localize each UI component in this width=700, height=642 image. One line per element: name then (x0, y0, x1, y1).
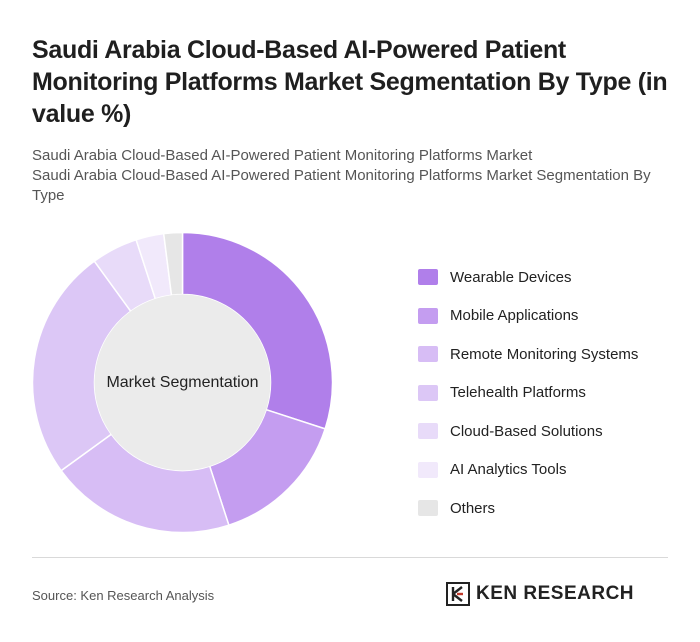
subtitle-line-2: Saudi Arabia Cloud-Based AI-Powered Pati… (32, 166, 672, 206)
legend-swatch (418, 423, 438, 439)
chart-legend: Wearable Devices Mobile Applications Remot… (418, 258, 638, 528)
ken-research-logo: KEN RESEARCH (446, 582, 634, 606)
legend-item-ai-analytics-tools: AI Analytics Tools (418, 451, 638, 490)
legend-swatch (418, 500, 438, 516)
legend-label: Wearable Devices (450, 269, 571, 286)
legend-label: AI Analytics Tools (450, 461, 566, 478)
logo-text: KEN RESEARCH (476, 583, 634, 605)
legend-swatch (418, 269, 438, 285)
legend-item-telehealth-platforms: Telehealth Platforms (418, 374, 638, 413)
legend-swatch (418, 462, 438, 478)
legend-item-cloud-based-solutions: Cloud-Based Solutions (418, 412, 638, 451)
source-note: Source: Ken Research Analysis (32, 588, 214, 603)
ken-research-logo-icon (446, 582, 470, 606)
legend-item-mobile-applications: Mobile Applications (418, 297, 638, 336)
legend-label: Mobile Applications (450, 307, 578, 324)
legend-swatch (418, 346, 438, 362)
donut-center (95, 295, 271, 471)
legend-label: Others (450, 500, 495, 517)
legend-item-remote-monitoring-systems: Remote Monitoring Systems (418, 335, 638, 374)
legend-item-others: Others (418, 489, 638, 528)
chart-title: Saudi Arabia Cloud-Based AI-Powered Pati… (32, 34, 672, 130)
donut-chart: Market Segmentation (30, 230, 335, 535)
footer-divider (32, 557, 668, 558)
legend-label: Telehealth Platforms (450, 384, 586, 401)
legend-swatch (418, 308, 438, 324)
chart-subtitle: Saudi Arabia Cloud-Based AI-Powered Pati… (32, 146, 672, 206)
legend-label: Remote Monitoring Systems (450, 346, 638, 363)
legend-label: Cloud-Based Solutions (450, 423, 603, 440)
donut-svg (30, 230, 335, 535)
legend-swatch (418, 385, 438, 401)
legend-item-wearable-devices: Wearable Devices (418, 258, 638, 297)
subtitle-line-1: Saudi Arabia Cloud-Based AI-Powered Pati… (32, 146, 672, 166)
